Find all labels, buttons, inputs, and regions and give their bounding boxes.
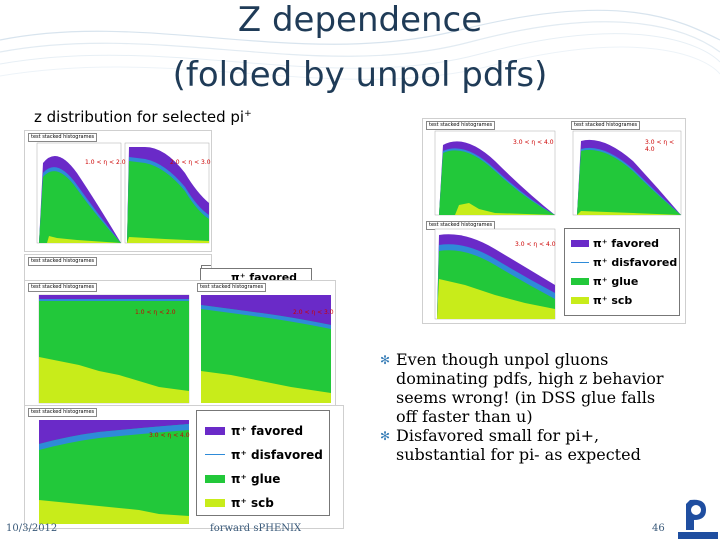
legend-label: π⁺ scb (231, 496, 274, 510)
background-wave-decoration (0, 9, 720, 80)
slide-title: Z dependence (237, 0, 483, 40)
legend-swatch (571, 262, 589, 263)
legend-label: π⁺ glue (231, 472, 281, 486)
bullet-text: Even though unpol gluons dominating pdfs… (396, 350, 664, 426)
histogram-title: test stacked histogrames (28, 408, 98, 417)
eta-bin-label: 3.0 < η < 4.0 (645, 139, 675, 153)
legend-item: π⁺ scb (565, 292, 679, 310)
legend-item: π⁺ favored (197, 421, 329, 441)
histogram-title: test stacked histogrames (426, 121, 496, 130)
section-subtitle: z distribution for selected pi+ (34, 108, 252, 126)
histogram-panel-middle: test stacked histogrames test stacked hi… (24, 280, 336, 407)
histogram-plot (434, 130, 682, 320)
histogram-title: test stacked histogrames (28, 283, 98, 292)
legend-item: π⁺ scb (197, 493, 329, 513)
legend-swatch (205, 499, 225, 507)
page-number: 46 (652, 523, 665, 534)
swirl-bullet-icon: ✻ (380, 353, 391, 367)
histogram-plot (38, 294, 331, 404)
legend-swatch (205, 475, 225, 483)
legend-label: π⁺ glue (593, 275, 639, 288)
legend-swatch (205, 454, 225, 455)
eta-bin-label: 1.0 < η < 2.0 (85, 159, 126, 166)
legend-label: π⁺ favored (231, 424, 304, 438)
legend-label: π⁺ scb (593, 294, 633, 307)
swirl-bullet-icon: ✻ (380, 429, 391, 443)
legend-label: π⁺ favored (593, 237, 660, 250)
legend-swatch (571, 240, 589, 247)
eta-bin-label: 3.0 < η < 4.0 (515, 241, 556, 248)
bullet-text: Disfavored small for pi+, substantial fo… (396, 426, 641, 464)
legend-label: π⁺ disfavored (593, 256, 678, 269)
histogram-title: test stacked histogrames (28, 257, 98, 266)
bullet-list: ✻ Even though unpol gluons dominating pdf… (380, 350, 680, 464)
histogram-title: test stacked histogrames (571, 121, 641, 130)
eta-bin-label: 3.0 < η < 4.0 (149, 432, 190, 439)
eta-bin-label: 1.0 < η < 2.0 (135, 309, 176, 316)
histogram-plot (39, 420, 189, 524)
bullet-item: ✻ Even though unpol gluons dominating pdf… (380, 350, 680, 426)
eta-bin-label: 2.0 < η < 3.0 (293, 309, 334, 316)
legend-box-right: π⁺ favored π⁺ disfavored π⁺ glue π⁺ scb (564, 228, 680, 316)
eta-bin-label: 3.0 < η < 4.0 (513, 139, 554, 146)
bullet-item: ✻ Disfavored small for pi+, substantial f… (380, 426, 680, 464)
subtitle-text: z distribution for selected pi (34, 108, 245, 126)
legend-swatch (571, 278, 589, 285)
histogram-panel-right: test stacked histogrames test stacked hi… (422, 118, 686, 324)
legend-box-bottom: π⁺ favored π⁺ disfavored π⁺ glue π⁺ scb (196, 410, 330, 516)
histogram-plot (36, 142, 210, 244)
legend-label: π⁺ disfavored (231, 448, 323, 462)
histogram-title: test stacked histogrames (197, 283, 267, 292)
histogram-title: test stacked histogrames (28, 133, 98, 142)
legend-item: π⁺ disfavored (197, 445, 329, 465)
legend-swatch (205, 427, 225, 435)
histogram-panel-top-left: test stacked histogrames 1.0 < η < 2.0 2… (24, 130, 212, 252)
footer-center: forward sPHENIX (210, 523, 302, 534)
slide-title-line2: (folded by unpol pdfs) (172, 55, 548, 95)
eta-bin-label: 2.0 < η < 3.0 (170, 159, 211, 166)
histogram-panel-middle-strip: test stacked histogrames (24, 254, 212, 282)
legend-item: π⁺ favored (565, 235, 679, 253)
legend-item: π⁺ glue (565, 273, 679, 291)
footer-date: 10/3/2012 (6, 523, 58, 534)
legend-swatch (571, 297, 589, 304)
legend-item: π⁺ glue (197, 469, 329, 489)
riken-logo (676, 496, 720, 540)
subtitle-superscript: + (244, 109, 252, 119)
legend-item: π⁺ disfavored (565, 254, 679, 272)
